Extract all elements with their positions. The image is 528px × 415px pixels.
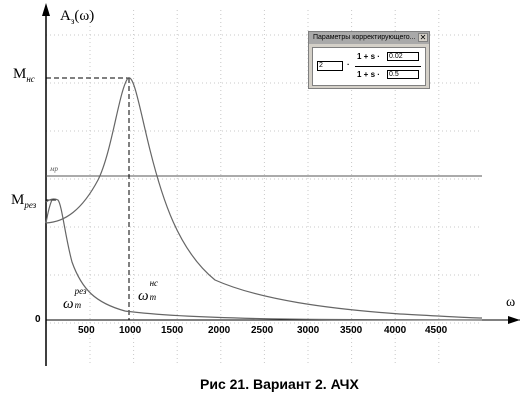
dialog-title: Параметры корректирующего... — [313, 34, 416, 41]
dialog-formula-area: 2 · 1 + s · 0.02 1 + s · 0.5 — [312, 47, 426, 86]
response-curve-start — [45, 199, 53, 224]
zero-label: 0 — [35, 314, 41, 325]
x-tick-label: 2000 — [208, 325, 231, 336]
reference-line-label: мр — [50, 165, 58, 173]
numerator-text: 1 + s · — [357, 52, 380, 61]
x-tick-label: 4000 — [384, 325, 407, 336]
m-res-label: Mрез — [11, 192, 37, 210]
corrected-response-curve — [45, 77, 483, 319]
denominator-coefficient-input[interactable]: 0.5 — [387, 70, 419, 79]
x-tick-label: 1500 — [161, 325, 184, 336]
m-hc-label: Mнс — [13, 66, 35, 84]
y-axis-title: Aз(ω) — [60, 8, 95, 26]
x-tick-label: 3500 — [340, 325, 363, 336]
gain-input[interactable]: 2 — [317, 61, 343, 71]
fraction-bar — [355, 66, 421, 67]
x-tick-label: 2500 — [251, 325, 274, 336]
dialog-titlebar[interactable]: Параметры корректирующего... ✕ — [309, 32, 429, 44]
x-tick-label: 500 — [78, 325, 95, 336]
grid-lines — [46, 10, 482, 366]
x-axis-arrow — [508, 316, 520, 324]
close-icon[interactable]: ✕ — [418, 33, 428, 42]
omega-res-label: ω рез m — [63, 286, 87, 312]
x-tick-label: 1000 — [119, 325, 142, 336]
denominator-text: 1 + s · — [357, 70, 380, 79]
corrector-parameters-dialog[interactable]: Параметры корректирующего... ✕ 2 · 1 + s… — [308, 31, 430, 89]
uncorrected-response-curve — [45, 198, 483, 321]
figure-caption: Рис 21. Вариант 2. АЧХ — [200, 376, 359, 392]
x-tick-label: 4500 — [425, 325, 448, 336]
y-axis-arrow — [42, 3, 50, 16]
x-tick-label: 3000 — [297, 325, 320, 336]
multiply-dot: · — [347, 60, 350, 69]
omega-hc-label: ω нс m — [138, 278, 159, 304]
x-axis-title: ω — [506, 295, 516, 310]
numerator-coefficient-input[interactable]: 0.02 — [387, 52, 419, 61]
